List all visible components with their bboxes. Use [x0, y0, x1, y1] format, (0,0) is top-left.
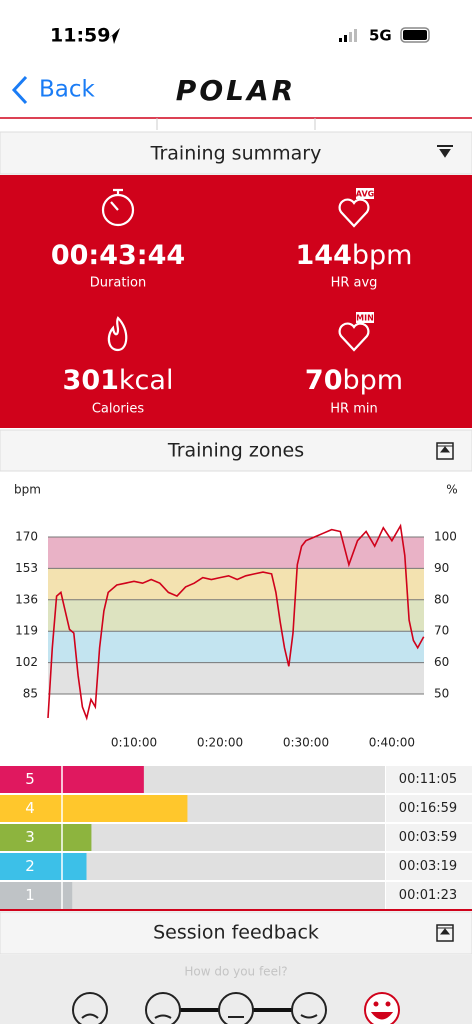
stat-value: 144bpm: [296, 240, 413, 271]
zone-bar: [0, 824, 92, 851]
hr-line: [47, 523, 425, 721]
stat-label: Duration: [90, 276, 146, 291]
feeling-face[interactable]: [291, 992, 327, 1024]
y2-axis-title: %: [446, 483, 457, 497]
flame-icon: [107, 316, 128, 352]
zone-bars: 5 00:11:05 4 00:16:59 3 00:03:59 2 00:03:19 1 00:…: [0, 766, 472, 909]
x-tick-label: 0:20:00: [197, 736, 243, 750]
stat-label: Calories: [92, 402, 145, 417]
y2-tick-label: 80: [434, 592, 449, 606]
zone-time: 00:01:23: [399, 888, 457, 903]
y-tick-label: 136: [15, 592, 38, 606]
zone-time: 00:16:59: [399, 801, 457, 816]
zone-time-cell: [386, 824, 472, 851]
stat-label: HR min: [330, 402, 377, 417]
y-tick-label: 170: [15, 530, 38, 544]
stopwatch-icon: [101, 188, 135, 227]
zone-band: [48, 537, 424, 569]
zone-bar: [0, 853, 87, 880]
y2-tick-label: 60: [434, 655, 449, 669]
zone-time: 00:03:59: [399, 830, 457, 845]
x-tick-label: 0:40:00: [369, 736, 415, 750]
zone-band: [48, 568, 424, 600]
zone-bar: [0, 795, 188, 822]
zone-number: 3: [25, 828, 35, 846]
zone-band: [48, 662, 424, 694]
zone-band: [48, 599, 424, 632]
location-icon: [106, 28, 120, 44]
battery-level: [403, 30, 427, 40]
battery: [400, 27, 430, 43]
feedback-prompt: How do you feel?: [184, 965, 287, 979]
signal-icon: [339, 29, 357, 42]
zone-time: 00:11:05: [399, 772, 457, 787]
heart-min-icon: MIN: [338, 312, 374, 352]
back-chevron[interactable]: [11, 75, 28, 105]
feeling-face[interactable]: [364, 992, 400, 1024]
zone-time-cell: [386, 853, 472, 880]
x-tick-label: 0:10:00: [111, 736, 157, 750]
stat-value: 00:43:44: [51, 240, 185, 271]
zone-band: [48, 631, 424, 663]
y2-tick-label: 90: [434, 561, 449, 575]
filter-icon[interactable]: [437, 145, 453, 158]
tab-strip: [0, 116, 472, 130]
section-header[interactable]: [0, 429, 472, 472]
zone-bar: [0, 766, 144, 793]
network: 5G: [369, 27, 392, 45]
x-tick-label: 0:30:00: [283, 736, 329, 750]
logo: POLAR: [176, 74, 296, 107]
zone-number: 1: [25, 886, 35, 904]
back-button[interactable]: Back: [39, 77, 96, 103]
y2-tick-label: 100: [434, 530, 457, 544]
zone-time: 00:03:19: [399, 859, 457, 874]
plot: 85 102 119 136 153 170 50 60 70 80 90 100 0:10:00 0:2…: [15, 523, 457, 750]
zone-time-cell: [386, 795, 472, 822]
feeling-face[interactable]: [72, 992, 108, 1024]
zone-number: 5: [25, 770, 35, 788]
feeling-face[interactable]: [145, 992, 181, 1024]
zone-number: 4: [25, 799, 35, 817]
zone-time-cell: [386, 766, 472, 793]
badge: AVG: [356, 190, 374, 199]
stat-value: 301kcal: [63, 365, 174, 396]
y-tick-label: 102: [15, 655, 38, 669]
section-title: Session feedback: [153, 922, 319, 944]
y-tick-label: 85: [23, 687, 38, 701]
heart-avg-icon: AVG: [338, 188, 374, 228]
y2-tick-label: 50: [434, 687, 449, 701]
stat-label: HR avg: [331, 276, 378, 291]
zone-time-cell: [386, 882, 472, 909]
section-header[interactable]: [0, 131, 472, 175]
status-time: 11:59: [50, 25, 110, 47]
zone-number: 2: [25, 857, 35, 875]
stat-value: 70bpm: [305, 365, 403, 396]
section-title: Training summary: [150, 143, 322, 165]
y2-tick-label: 70: [434, 624, 449, 638]
expand-icon[interactable]: [436, 924, 454, 942]
summary-panel: [0, 175, 472, 428]
y-tick-label: 119: [15, 624, 38, 638]
section-title: Training zones: [167, 440, 304, 462]
y-axis-title: bpm: [14, 483, 41, 497]
section-header[interactable]: [0, 911, 472, 955]
badge: MIN: [356, 314, 374, 323]
zone-bar: [0, 882, 73, 909]
feeling-face[interactable]: [218, 992, 254, 1024]
y-tick-label: 153: [15, 561, 38, 575]
expand-icon[interactable]: [436, 442, 454, 460]
